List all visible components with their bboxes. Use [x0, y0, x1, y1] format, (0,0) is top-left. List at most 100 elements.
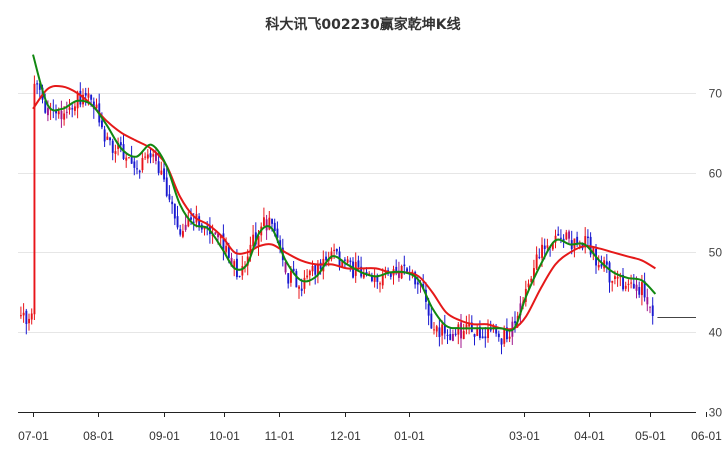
- candle: [74, 106, 76, 111]
- candle: [295, 271, 298, 288]
- candle: [101, 120, 103, 128]
- candle: [106, 136, 109, 140]
- candle: [90, 95, 93, 100]
- candle: [30, 313, 33, 320]
- candle: [622, 274, 624, 290]
- candle: [198, 216, 201, 227]
- candle: [227, 246, 230, 259]
- x-tick-label: 09-01: [149, 429, 180, 443]
- candle: [514, 321, 516, 324]
- candle: [179, 229, 182, 235]
- x-tick-label: 07-01: [18, 429, 49, 443]
- candle: [438, 327, 441, 338]
- candle: [560, 237, 562, 239]
- candle: [635, 284, 638, 291]
- candle: [584, 236, 587, 248]
- candle: [136, 168, 138, 170]
- candle: [443, 325, 446, 334]
- candle: [22, 312, 25, 316]
- candle: [357, 260, 360, 267]
- candle: [403, 264, 406, 267]
- x-tick-label: 03-01: [509, 429, 540, 443]
- y-tick-label: 30: [709, 406, 723, 420]
- candle: [568, 231, 570, 239]
- candle: [435, 326, 438, 332]
- candle: [165, 177, 168, 196]
- candle: [365, 271, 368, 274]
- grid-lines: [18, 93, 696, 333]
- candle: [608, 262, 611, 283]
- candle: [55, 110, 57, 114]
- candle: [300, 288, 303, 291]
- candle: [554, 235, 557, 243]
- candle: [103, 129, 106, 142]
- candle: [225, 245, 228, 252]
- y-tick-label: 60: [709, 167, 723, 181]
- candle: [465, 324, 468, 330]
- candle: [222, 233, 225, 251]
- candle: [82, 94, 84, 105]
- candle: [325, 256, 327, 261]
- candle: [149, 153, 152, 158]
- candle: [433, 329, 435, 331]
- y-tick-label: 50: [709, 246, 723, 260]
- candle: [236, 258, 238, 278]
- candle: [557, 233, 560, 236]
- candle: [279, 240, 282, 249]
- candle: [476, 328, 479, 336]
- candle: [28, 318, 30, 324]
- candle: [600, 264, 603, 267]
- candle: [479, 326, 481, 338]
- chart-title: 科大讯飞002230赢家乾坤K线: [265, 16, 460, 33]
- candle: [449, 334, 452, 340]
- candle: [638, 287, 641, 295]
- candle: [111, 140, 114, 153]
- candle: [182, 231, 184, 237]
- candle: [362, 273, 365, 278]
- candle: [624, 285, 627, 289]
- candle: [38, 83, 41, 90]
- candle: [152, 154, 155, 157]
- candle: [176, 216, 179, 228]
- candle: [36, 83, 39, 85]
- candle: [649, 306, 651, 308]
- candle: [298, 286, 300, 289]
- candle: [484, 336, 487, 339]
- candle: [373, 275, 376, 282]
- candle: [651, 305, 654, 316]
- candle: [470, 322, 473, 332]
- candle: [592, 246, 595, 254]
- candle: [454, 333, 457, 335]
- candle: [427, 303, 430, 316]
- candle: [292, 268, 295, 272]
- candle: [614, 276, 616, 280]
- candle: [128, 157, 130, 159]
- x-tick-label: 12-01: [330, 429, 361, 443]
- x-tick-label: 11-01: [265, 429, 295, 443]
- candle: [119, 142, 122, 146]
- candle: [330, 251, 333, 260]
- candle: [284, 261, 287, 273]
- candle: [306, 275, 309, 278]
- candle: [25, 310, 28, 325]
- candle: [79, 90, 82, 105]
- candle: [541, 244, 543, 258]
- candle: [47, 108, 49, 116]
- candle: [184, 224, 187, 230]
- candle: [543, 245, 546, 250]
- candle: [519, 303, 522, 316]
- axes: 30 40 50 60 70 07-01 08-01 09-01 10-01 11-01 12-01…: [18, 87, 723, 443]
- candle: [611, 281, 614, 283]
- candle: [535, 254, 538, 269]
- candle: [192, 221, 195, 223]
- candle: [632, 283, 635, 289]
- candle: [130, 155, 133, 164]
- candle: [349, 260, 352, 263]
- candle: [87, 93, 90, 98]
- y-tick-label: 40: [709, 326, 723, 340]
- x-tick-label: 06-01: [691, 429, 722, 443]
- candle: [44, 100, 47, 113]
- candle: [452, 334, 454, 341]
- candle: [578, 245, 581, 247]
